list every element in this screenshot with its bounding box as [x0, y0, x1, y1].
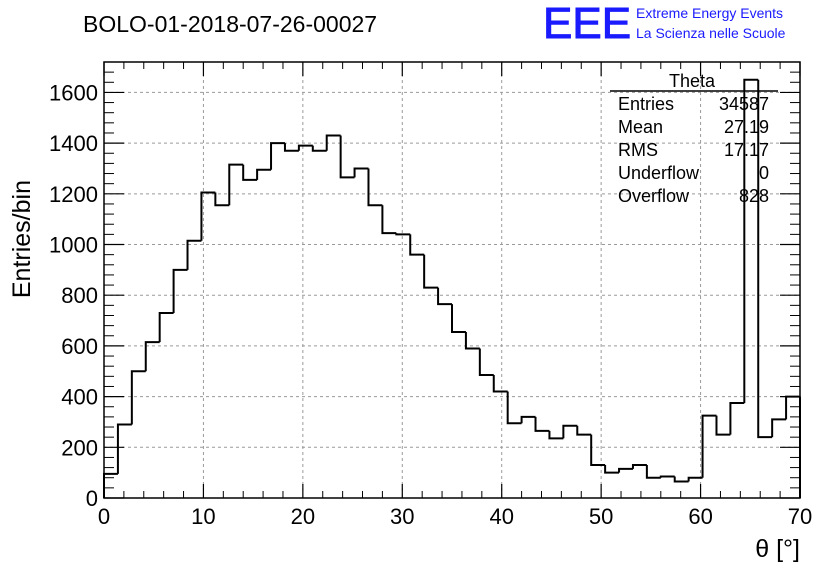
stats-row-label: Entries — [618, 94, 674, 114]
eee-logo-line2: La Scienza nelle Scuole — [636, 25, 786, 41]
histogram-bin — [381, 205, 397, 235]
histogram-bin — [604, 465, 620, 474]
histogram-bin — [297, 144, 313, 151]
histogram-bin — [729, 401, 745, 435]
y-tick-label: 0 — [86, 486, 98, 511]
histogram-bin — [353, 167, 369, 178]
histogram-bin — [409, 234, 425, 256]
histogram-bin — [144, 341, 160, 372]
histogram-bin — [492, 375, 508, 393]
histogram-bin — [701, 414, 717, 478]
stats-row-value: 34587 — [719, 94, 769, 114]
histogram-bin — [659, 475, 675, 478]
histogram-bin — [673, 476, 689, 483]
histogram-bin — [631, 464, 647, 469]
histogram-bin — [172, 268, 188, 313]
stats-row-label: Underflow — [618, 163, 700, 183]
histogram-bin — [520, 415, 536, 424]
stats-row-label: RMS — [618, 140, 658, 160]
histogram-bin — [311, 145, 327, 152]
histogram-bin — [116, 423, 132, 474]
histogram-bin — [785, 395, 800, 420]
histogram-bin — [367, 168, 383, 207]
chart-title: BOLO-01-2018-07-26-00027 — [83, 11, 377, 37]
x-tick-label: 70 — [788, 504, 812, 529]
histogram-bin — [283, 143, 299, 152]
y-tick-label: 200 — [61, 435, 98, 460]
histogram-bin — [464, 331, 480, 350]
y-axis-label: Entries/bin — [8, 180, 36, 298]
histogram-bin — [506, 391, 522, 425]
eee-logo: EEE Extreme Energy Events La Scienza nel… — [543, 0, 786, 49]
stats-row-value: 828 — [739, 186, 769, 206]
x-tick-label: 10 — [191, 504, 215, 529]
stats-box-rows: Entries 34587 Mean 27.19 RMS 17.17 Underflow 0 O… — [618, 94, 769, 206]
histogram-bin — [743, 78, 759, 403]
histogram-bin — [339, 135, 355, 179]
x-axis-label: θ [°] — [755, 535, 800, 563]
histogram-bin — [687, 476, 703, 482]
x-tick-label: 60 — [688, 504, 712, 529]
histogram-bin — [757, 79, 773, 439]
histogram-bin — [645, 465, 661, 479]
histogram-bin — [395, 233, 411, 236]
stats-row-label: Mean — [618, 117, 663, 137]
histogram-bin — [576, 425, 592, 436]
histogram-bin — [478, 348, 494, 377]
y-tick-label: 600 — [61, 334, 98, 359]
eee-logo-line1: Extreme Energy Events — [636, 5, 783, 21]
stats-row-label: Overflow — [618, 186, 690, 206]
y-tick-label: 800 — [61, 283, 98, 308]
histogram-bin — [590, 434, 606, 467]
x-tick-label: 20 — [291, 504, 315, 529]
histogram-bin — [256, 168, 272, 180]
x-tick-label: 30 — [390, 504, 414, 529]
histogram-bin — [242, 164, 258, 181]
x-tick-label: 0 — [98, 504, 110, 529]
stats-box: Theta Entries 34587 Mean 27.19 RMS 17.17 Under… — [610, 71, 778, 206]
grid-lines — [104, 62, 800, 498]
histogram-bin — [562, 424, 578, 439]
eee-logo-mark: EEE — [543, 0, 631, 48]
histogram-bin — [228, 163, 244, 206]
histogram-bin — [186, 239, 202, 270]
histogram-bin — [534, 416, 550, 432]
histogram-bin — [158, 311, 174, 343]
y-tick-label: 1200 — [49, 182, 98, 207]
histogram-bin — [451, 304, 466, 333]
histogram-bin — [270, 142, 285, 170]
stats-box-name: Theta — [669, 71, 716, 91]
histogram-bin — [214, 192, 230, 207]
histogram-bin — [437, 287, 452, 306]
x-tick-label: 40 — [489, 504, 513, 529]
histogram-series — [103, 78, 801, 498]
stats-row-value: 17.17 — [724, 140, 769, 160]
y-tick-label: 400 — [61, 385, 98, 410]
histogram-bin — [715, 415, 731, 436]
plot-frame — [103, 61, 801, 499]
histogram-bin — [130, 370, 146, 425]
y-tick-label: 1000 — [49, 233, 98, 258]
y-tick-label: 1400 — [49, 131, 98, 156]
histogram-bin — [325, 134, 341, 151]
axis-ticks: 0 10 20 30 40 50 60 70 0 200 400 600 800 1000 1200 1400… — [49, 62, 812, 529]
histogram-bin — [618, 467, 633, 473]
stats-row-value: 27.19 — [724, 117, 769, 137]
histogram-bin — [771, 418, 787, 438]
histogram-bin — [548, 430, 564, 440]
x-tick-label: 50 — [589, 504, 613, 529]
histogram-bin — [200, 191, 216, 241]
stats-row-value: 0 — [759, 163, 769, 183]
histogram-bin — [423, 254, 439, 289]
y-tick-label: 1600 — [49, 80, 98, 105]
